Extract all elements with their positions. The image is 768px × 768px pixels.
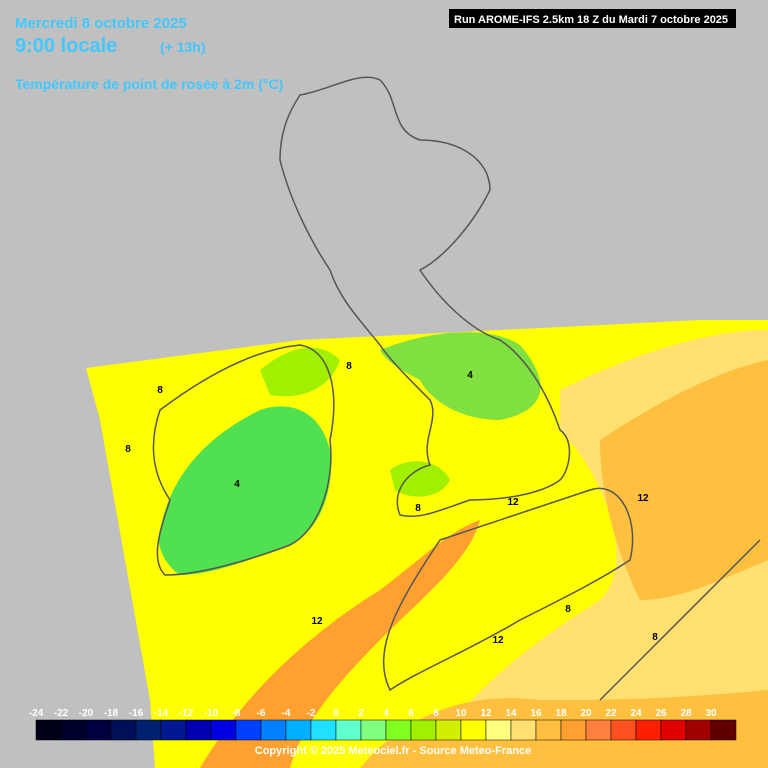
colorbar-swatch — [485, 719, 512, 741]
colorbar-tick-label: 22 — [605, 708, 617, 719]
colorbar-tick-label: 30 — [705, 708, 717, 719]
colorbar-swatch — [160, 719, 187, 741]
colorbar-tick-label: -22 — [54, 708, 69, 719]
contour-labels: 8 8 4 4 8 12 8 12 12 12 8 8 — [125, 361, 658, 646]
colorbar-swatch — [260, 719, 287, 741]
contour-label: 8 — [125, 444, 131, 455]
time: 9:00 locale — [15, 35, 117, 57]
contour-label: 8 — [157, 385, 163, 396]
field-area — [390, 461, 450, 497]
colorbar-tick-label: 8 — [433, 708, 439, 719]
colorbar-tick-label: -12 — [179, 708, 194, 719]
colorbar-tick-label: -6 — [257, 708, 266, 719]
field-area — [260, 347, 340, 397]
colorbar-tick-label: -18 — [104, 708, 119, 719]
field — [86, 320, 768, 768]
field-area — [380, 332, 541, 420]
colorbar-tick-label: 28 — [680, 708, 692, 719]
field-area — [600, 360, 768, 600]
colorbar-tick-label: 20 — [580, 708, 592, 719]
contour-label: 4 — [234, 479, 240, 490]
colorbar-swatch — [635, 719, 662, 741]
contour-label: 4 — [467, 370, 473, 381]
colorbar-swatch — [335, 719, 362, 741]
colorbar-swatch — [85, 719, 112, 741]
colorbar-swatch — [35, 719, 62, 741]
colorbar-tick-label: 4 — [383, 708, 389, 719]
run-info: Run AROME-IFS 2.5km 18 Z du Mardi 7 octo… — [454, 14, 728, 26]
lead-time: (+ 13h) — [160, 39, 206, 55]
run-box — [449, 9, 736, 28]
colorbar-tick-label: 12 — [480, 708, 492, 719]
colorbar-tick-label: -16 — [129, 708, 144, 719]
coastline — [382, 487, 634, 692]
colorbar-tick-label: -14 — [154, 708, 169, 719]
colorbar-swatch — [410, 719, 437, 741]
colorbar-tick-label: 24 — [630, 708, 642, 719]
colorbar-tick-label: -24 — [29, 708, 44, 719]
colorbar-swatch — [610, 719, 637, 741]
colorbar-swatch — [360, 719, 387, 741]
coastline — [599, 539, 761, 701]
colorbar-tick-label: 26 — [655, 708, 667, 719]
colorbar-swatch — [585, 719, 612, 741]
colorbar-swatch — [710, 719, 737, 741]
colorbar: -24 -22 -20 -18 -16 -14 -12 -10 -8 -6 -4 -2 0 2 4 6 8 10 1… — [29, 708, 737, 741]
contour-label: 8 — [346, 361, 352, 372]
colorbar-swatch — [685, 719, 712, 741]
colorbar-swatch — [535, 719, 562, 741]
contour-label: 8 — [415, 503, 421, 514]
copyright: Copyright © 2025 Meteociel.fr - Source M… — [255, 745, 531, 757]
colorbar-tick-label: -8 — [232, 708, 241, 719]
colorbar-tick-label: -4 — [282, 708, 291, 719]
colorbar-swatch — [310, 719, 337, 741]
colorbar-tick-label: 10 — [455, 708, 467, 719]
colorbar-tick-label: 0 — [333, 708, 339, 719]
colorbar-swatch — [560, 719, 587, 741]
colorbar-swatch — [385, 719, 412, 741]
colorbar-swatch — [185, 719, 212, 741]
contour-label: 12 — [311, 616, 323, 627]
colorbar-tick-label: 2 — [358, 708, 364, 719]
colorbar-swatch — [660, 719, 687, 741]
colorbar-swatch — [285, 719, 312, 741]
contour-label: 8 — [565, 604, 571, 615]
colorbar-swatch — [60, 719, 87, 741]
variable: Température de point de rosée à 2m (°C) — [15, 76, 283, 92]
contour-label: 8 — [652, 632, 658, 643]
colorbar-tick-label: 14 — [505, 708, 517, 719]
contour-label: 12 — [507, 497, 519, 508]
date: Mercredi 8 octobre 2025 — [15, 15, 187, 32]
contour-label: 12 — [492, 635, 504, 646]
coastlines — [152, 76, 761, 701]
colorbar-tick-label: -2 — [307, 708, 316, 719]
coastline — [152, 344, 335, 576]
colorbar-tick-label: 6 — [408, 708, 414, 719]
colorbar-swatch — [210, 719, 237, 741]
colorbar-tick-label: -10 — [204, 708, 219, 719]
colorbar-swatch — [235, 719, 262, 741]
colorbar-swatch — [435, 719, 462, 741]
colorbar-tick-label: 18 — [555, 708, 567, 719]
colorbar-tick-label: 16 — [530, 708, 542, 719]
colorbar-swatch — [135, 719, 162, 741]
coastline — [279, 76, 571, 518]
colorbar-swatch — [510, 719, 537, 741]
colorbar-swatch — [460, 719, 487, 741]
colorbar-tick-label: -20 — [79, 708, 94, 719]
contour-label: 12 — [637, 493, 649, 504]
field-area — [158, 406, 331, 575]
colorbar-swatch — [110, 719, 137, 741]
field-area — [200, 520, 480, 768]
